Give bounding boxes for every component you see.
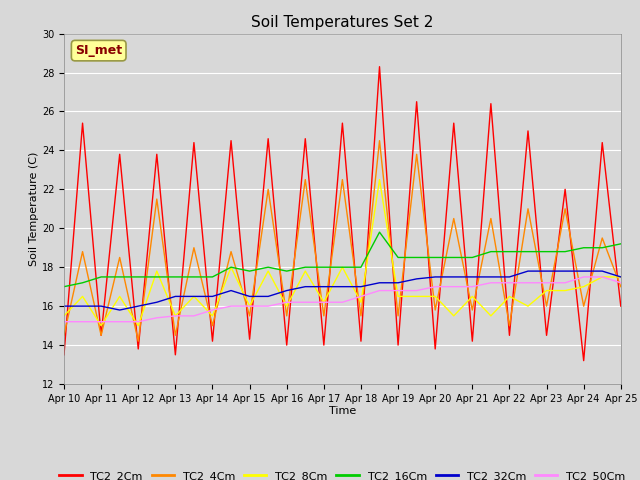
Text: SI_met: SI_met	[75, 44, 122, 57]
X-axis label: Time: Time	[329, 407, 356, 417]
Legend: TC2_2Cm, TC2_4Cm, TC2_8Cm, TC2_16Cm, TC2_32Cm, TC2_50Cm: TC2_2Cm, TC2_4Cm, TC2_8Cm, TC2_16Cm, TC2…	[55, 467, 630, 480]
Y-axis label: Soil Temperature (C): Soil Temperature (C)	[29, 152, 39, 266]
Title: Soil Temperatures Set 2: Soil Temperatures Set 2	[252, 15, 433, 30]
